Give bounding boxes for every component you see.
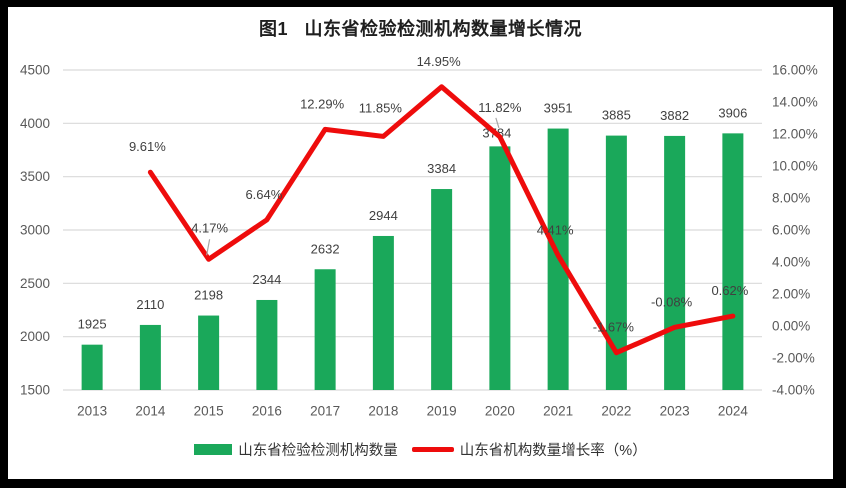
- bar-2020: [489, 146, 511, 390]
- label-leader-line: [495, 117, 500, 129]
- right-axis-tick-label: 4.00%: [772, 255, 810, 270]
- x-axis-tick-label: 2017: [310, 404, 340, 419]
- legend-label-institutions: 山东省检验检测机构数量: [238, 442, 398, 459]
- right-axis-tick-label: -4.00%: [772, 383, 815, 398]
- growth-data-label: -1.67%: [593, 320, 635, 335]
- growth-data-label: 12.29%: [300, 96, 345, 111]
- bar-data-label: 2344: [252, 272, 281, 287]
- left-axis-tick-label: 2000: [20, 329, 50, 344]
- growth-data-label: 6.64%: [245, 187, 282, 202]
- x-axis-tick-label: 2023: [660, 404, 690, 419]
- right-axis-tick-label: -2.00%: [772, 351, 815, 366]
- growth-data-label: 11.85%: [359, 100, 403, 115]
- chart-page: 图1 山东省检验检测机构数量增长情况 4500 4000 3500 3000 2500 2…: [8, 7, 833, 479]
- x-axis-tick-label: 2019: [427, 404, 457, 419]
- right-axis-tick-label: 0.00%: [772, 319, 810, 334]
- bar-2015: [198, 315, 220, 390]
- bar-2024: [722, 133, 744, 391]
- x-axis-tick-label: 2021: [543, 404, 573, 419]
- right-axis-tick-label: 6.00%: [772, 223, 810, 238]
- right-axis-tick-label: 10.00%: [772, 159, 818, 174]
- bar-data-label: 2110: [136, 297, 164, 312]
- bar-data-label: 3951: [544, 101, 573, 116]
- x-axis-tick-label: 2018: [368, 404, 398, 419]
- bar-data-label: 2198: [194, 288, 223, 303]
- right-axis-tick-label: 8.00%: [772, 191, 810, 206]
- bar-2013: [81, 344, 103, 390]
- bar-2022: [605, 135, 627, 390]
- bar-2019: [431, 189, 453, 390]
- bar-data-label: 3882: [660, 108, 689, 123]
- chart-legend: 山东省检验检测机构数量 山东省机构数量增长率（%）: [8, 437, 833, 461]
- bar-2018: [372, 235, 394, 390]
- legend-label-growth-rate: 山东省机构数量增长率（%）: [459, 442, 647, 459]
- left-axis-tick-label: 3500: [20, 169, 50, 184]
- left-axis-tick-label: 4500: [20, 63, 50, 78]
- growth-data-label: 0.62%: [711, 283, 748, 298]
- growth-data-label: 4.17%: [191, 220, 228, 235]
- x-axis-tick-label: 2022: [601, 404, 631, 419]
- right-axis-tick-label: 16.00%: [772, 63, 818, 78]
- bar-2014: [139, 324, 161, 390]
- right-axis-tick-label: 12.00%: [772, 127, 818, 142]
- growth-data-label: 9.61%: [129, 139, 166, 154]
- label-leader-line: [206, 239, 211, 256]
- x-axis-tick-label: 2013: [77, 404, 107, 419]
- x-axis-tick-label: 2016: [252, 404, 282, 419]
- right-axis-tick-label: 2.00%: [772, 287, 810, 302]
- legend-bar-swatch-icon: [194, 443, 233, 455]
- bar-data-label: 2632: [311, 241, 340, 256]
- left-axis-tick-label: 2500: [20, 276, 50, 291]
- bar-2016: [256, 299, 278, 390]
- bar-data-label: 3906: [718, 105, 747, 120]
- bar-data-label: 3885: [602, 108, 631, 123]
- legend-item-growth-rate: 山东省机构数量增长率（%）: [411, 439, 647, 460]
- growth-data-label: 11.82%: [478, 100, 522, 115]
- growth-data-label: -0.08%: [651, 294, 693, 309]
- x-axis-tick-label: 2014: [135, 404, 166, 419]
- bar-2017: [314, 269, 336, 390]
- left-axis-tick-label: 4000: [20, 116, 50, 131]
- x-axis-tick-label: 2024: [718, 404, 749, 419]
- bar-data-label: 2944: [369, 208, 398, 223]
- left-axis-tick-label: 1500: [20, 383, 50, 398]
- left-axis-tick-label: 3000: [20, 223, 50, 238]
- bar-2023: [664, 135, 686, 390]
- legend-item-institutions: 山东省检验检测机构数量: [194, 439, 398, 460]
- right-axis-tick-label: 14.00%: [772, 95, 818, 110]
- x-axis-tick-label: 2020: [485, 404, 515, 419]
- chart-plot-area: 4500 4000 3500 3000 2500 2000 1500 16.00% 14.00%…: [20, 54, 818, 419]
- growth-data-label: 4.41%: [537, 222, 574, 237]
- growth-rate-line: [147, 84, 736, 356]
- chart-title: 图1 山东省检验检测机构数量增长情况: [258, 19, 582, 39]
- bar-data-label: 3384: [427, 161, 456, 176]
- x-axis-tick-label: 2015: [194, 404, 224, 419]
- legend-line-swatch-icon: [411, 446, 454, 452]
- growth-data-label: 14.95%: [417, 54, 462, 69]
- bar-data-label: 1925: [78, 317, 107, 332]
